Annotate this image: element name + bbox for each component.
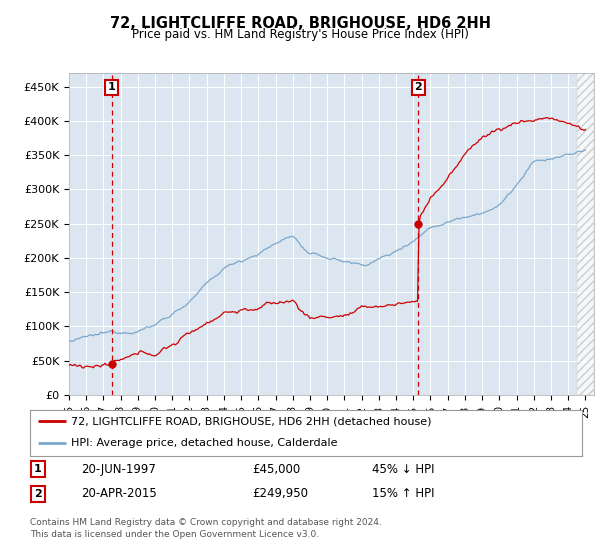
Text: 2: 2 — [415, 82, 422, 92]
Text: 2: 2 — [34, 489, 41, 499]
Text: 20-APR-2015: 20-APR-2015 — [81, 487, 157, 501]
Text: 72, LIGHTCLIFFE ROAD, BRIGHOUSE, HD6 2HH (detached house): 72, LIGHTCLIFFE ROAD, BRIGHOUSE, HD6 2HH… — [71, 416, 432, 426]
Text: 15% ↑ HPI: 15% ↑ HPI — [372, 487, 434, 501]
Text: 45% ↓ HPI: 45% ↓ HPI — [372, 463, 434, 476]
Text: Contains HM Land Registry data © Crown copyright and database right 2024.
This d: Contains HM Land Registry data © Crown c… — [30, 518, 382, 539]
Text: 1: 1 — [107, 82, 115, 92]
Text: 72, LIGHTCLIFFE ROAD, BRIGHOUSE, HD6 2HH: 72, LIGHTCLIFFE ROAD, BRIGHOUSE, HD6 2HH — [110, 16, 491, 31]
Text: £45,000: £45,000 — [252, 463, 300, 476]
Text: HPI: Average price, detached house, Calderdale: HPI: Average price, detached house, Cald… — [71, 438, 338, 449]
Text: £249,950: £249,950 — [252, 487, 308, 501]
Text: Price paid vs. HM Land Registry's House Price Index (HPI): Price paid vs. HM Land Registry's House … — [131, 28, 469, 41]
Text: 1: 1 — [34, 464, 41, 474]
Text: 20-JUN-1997: 20-JUN-1997 — [81, 463, 156, 476]
